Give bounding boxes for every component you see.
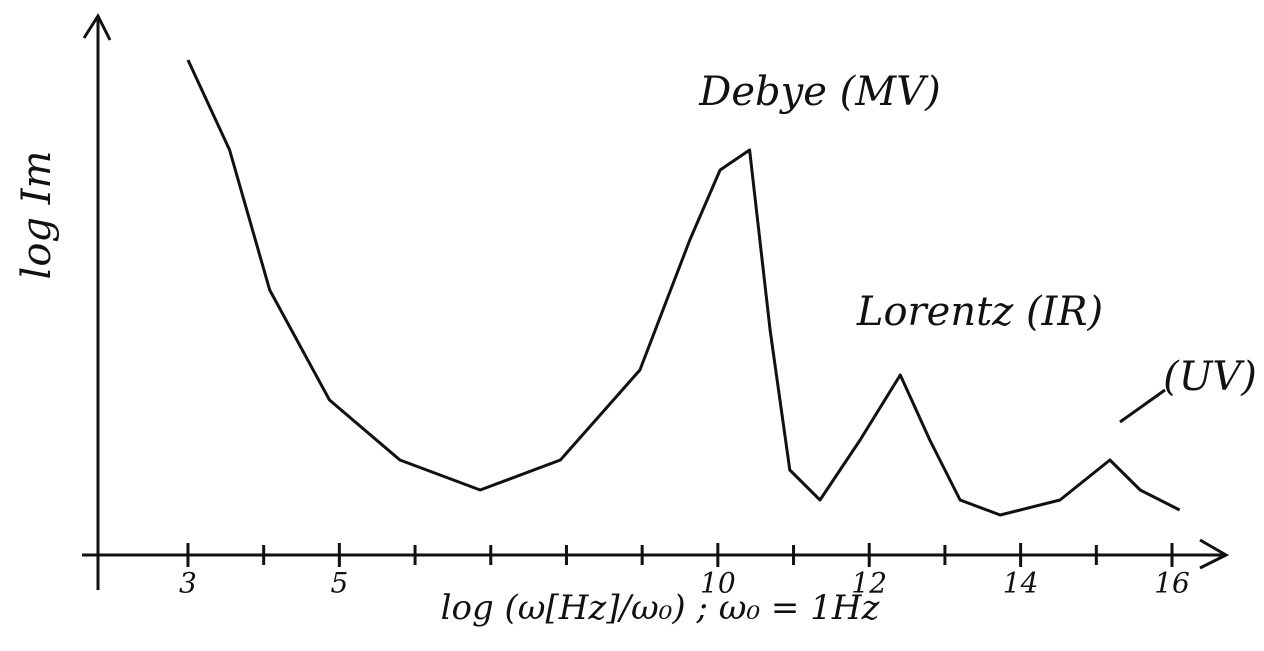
annotation: (UV) [1163, 354, 1257, 400]
annotation-pointer [1119, 388, 1166, 424]
x-tick-label: 16 [1154, 567, 1190, 600]
x-axis-label: log (ω[Hz]/ω₀) ; ω₀ = 1Hz [441, 588, 881, 628]
y-axis-label: log Im [14, 151, 60, 280]
x-tick-label: 12 [851, 567, 887, 600]
x-axis-arrow [1199, 538, 1230, 570]
x-tick-label: 14 [1003, 567, 1039, 600]
x-tick-label: 10 [700, 567, 736, 600]
curve [186, 59, 1181, 517]
y-axis-arrow [82, 12, 112, 41]
x-tick-label: 3 [179, 567, 197, 600]
annotation: Debye (MV) [698, 69, 940, 115]
annotation: Lorentz (IR) [856, 289, 1103, 335]
x-tick-label: 5 [330, 567, 348, 600]
